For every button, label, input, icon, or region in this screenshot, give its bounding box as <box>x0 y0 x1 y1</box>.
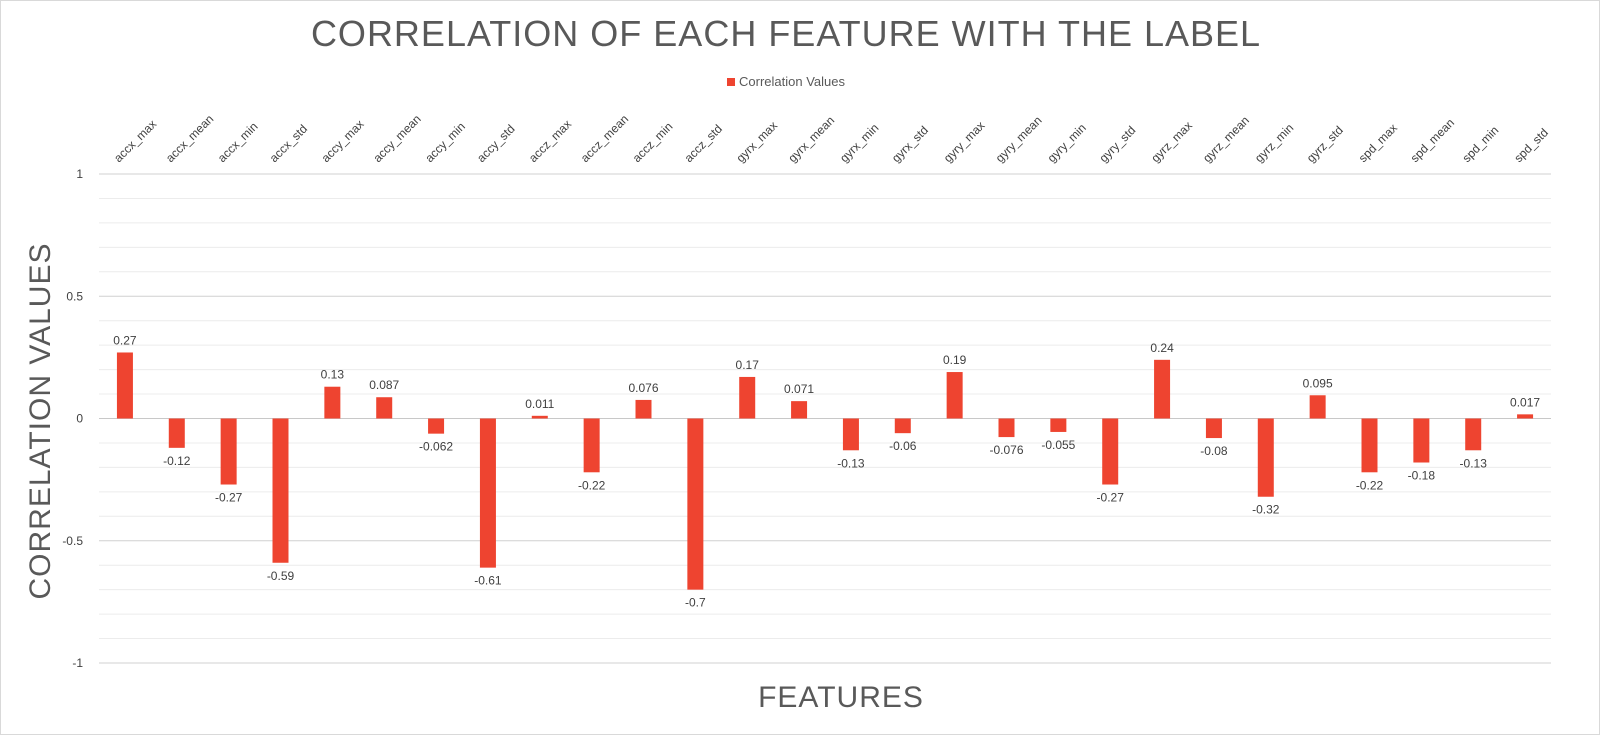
bar <box>739 376 756 419</box>
x-axis-title: FEATURES <box>758 681 924 714</box>
bar <box>583 418 600 473</box>
bar <box>791 401 808 419</box>
legend-swatch <box>727 77 735 86</box>
x-tick-label: accx_min <box>215 119 261 165</box>
x-tick-label: accy_mean <box>370 112 423 165</box>
y-tick-label: 0 <box>76 412 83 426</box>
bar <box>116 352 133 419</box>
data-label: -0.22 <box>1356 478 1384 492</box>
data-label: 0.17 <box>736 358 760 372</box>
x-tick-label: gyry_min <box>1045 121 1089 165</box>
bar <box>1050 418 1067 432</box>
x-tick-label: spd_mean <box>1408 116 1458 166</box>
bar <box>272 418 289 563</box>
x-tick-label: accz_std <box>682 122 725 165</box>
x-tick-label: gyry_mean <box>993 113 1045 165</box>
bar <box>842 418 859 451</box>
x-tick-label: gyrx_mean <box>785 113 837 165</box>
data-label: -0.055 <box>1041 438 1075 452</box>
x-tick-label: accy_min <box>422 119 468 165</box>
x-tick-label: gyry_std <box>1096 123 1138 165</box>
data-label: -0.32 <box>1252 503 1280 517</box>
data-label: 0.095 <box>1303 376 1333 390</box>
data-label: -0.7 <box>685 596 706 610</box>
chart-legend: Correlation Values <box>1 74 1571 89</box>
x-tick-label: accx_max <box>111 117 159 165</box>
legend-label: Correlation Values <box>739 74 845 89</box>
bar <box>479 418 496 568</box>
x-tick-label: gyrz_std <box>1304 123 1346 165</box>
bar <box>1413 418 1430 463</box>
bar <box>998 418 1015 438</box>
x-tick-label: gyrz_mean <box>1200 113 1252 165</box>
x-tick-label: gyry_max <box>941 118 988 165</box>
data-label: -0.22 <box>578 478 606 492</box>
x-tick-label: accx_mean <box>163 112 216 165</box>
data-label: -0.27 <box>1097 491 1125 505</box>
bar <box>376 397 393 419</box>
x-tick-label: accz_min <box>630 119 676 165</box>
data-label: -0.062 <box>419 440 453 454</box>
chart-title: CORRELATION OF EACH FEATURE WITH THE LAB… <box>310 13 1262 54</box>
bar <box>1465 418 1482 451</box>
data-label: 0.011 <box>525 397 554 411</box>
y-tick-label: -0.5 <box>62 534 83 548</box>
bar <box>894 418 911 434</box>
data-label: 0.071 <box>784 382 814 396</box>
bar <box>687 418 704 590</box>
data-label: 0.24 <box>1150 341 1174 355</box>
x-tick-label: spd_std <box>1511 126 1551 166</box>
bar <box>1102 418 1119 485</box>
data-label: -0.61 <box>474 574 502 588</box>
bar <box>220 418 237 485</box>
x-tick-label: gyrx_max <box>733 118 780 165</box>
x-tick-label: spd_max <box>1356 121 1400 165</box>
bar <box>324 386 341 419</box>
data-label: -0.13 <box>837 456 865 470</box>
bar <box>1309 395 1326 419</box>
bar <box>946 372 963 419</box>
data-label: -0.08 <box>1200 444 1228 458</box>
x-tick-label: accy_std <box>474 122 517 165</box>
data-label: -0.12 <box>163 454 191 468</box>
data-label: -0.06 <box>889 439 917 453</box>
data-label: 0.076 <box>628 381 658 395</box>
x-tick-label: accx_std <box>267 122 310 165</box>
data-label: -0.13 <box>1460 456 1488 470</box>
x-tick-label: accz_max <box>526 117 574 165</box>
y-tick-label: 0.5 <box>66 289 83 303</box>
bar <box>1361 418 1378 473</box>
x-tick-label: spd_min <box>1459 123 1501 165</box>
data-label: 0.017 <box>1510 395 1540 409</box>
bar <box>531 415 548 419</box>
x-tick-label: gyrz_max <box>1148 118 1195 165</box>
bar <box>1517 414 1534 419</box>
x-tick-label: gyrz_min <box>1252 121 1296 165</box>
bar <box>635 399 652 419</box>
x-tick-label: accz_mean <box>578 112 631 165</box>
data-label: -0.59 <box>267 569 295 583</box>
data-label: -0.076 <box>989 443 1023 457</box>
data-label: -0.27 <box>215 491 243 505</box>
data-label: -0.18 <box>1408 469 1436 483</box>
data-label: 0.13 <box>321 368 345 382</box>
x-tick-label: gyrx_min <box>837 121 881 165</box>
data-label: 0.087 <box>369 378 399 392</box>
bar <box>428 418 445 434</box>
bar <box>168 418 185 448</box>
x-tick-label: gyrx_std <box>889 123 931 165</box>
bar <box>1205 418 1222 439</box>
y-tick-label: -1 <box>72 656 83 670</box>
data-label: 0.19 <box>943 353 967 367</box>
data-label: 0.27 <box>113 333 137 347</box>
bar <box>1154 359 1171 419</box>
y-tick-label: 1 <box>76 167 83 181</box>
bar <box>1257 418 1274 497</box>
x-tick-label: accy_max <box>319 117 367 165</box>
